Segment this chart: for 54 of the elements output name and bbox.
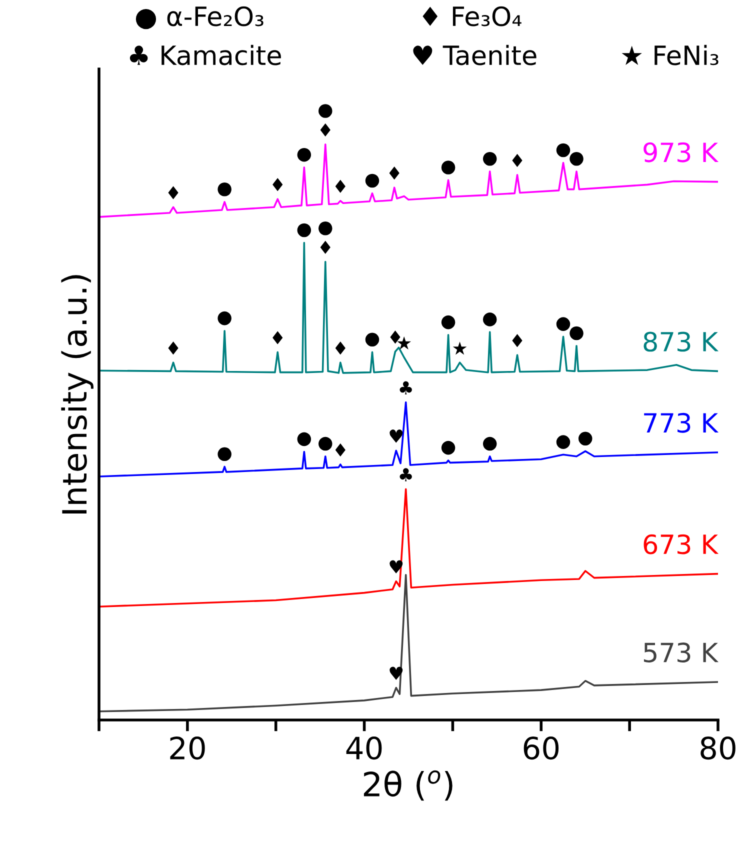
x-tick-label: 20 (170, 736, 205, 760)
x-axis-title: 2θ ($^{o}$) (364, 770, 452, 801)
annotation: ● (578, 432, 592, 446)
annotation: ♦ (320, 240, 330, 254)
annotation: ♦ (512, 154, 522, 167)
annotation: ● (570, 326, 584, 340)
annotation: ♦ (335, 443, 346, 457)
series-label: 573 K (644, 642, 719, 663)
text: ♥ Taenite (413, 44, 536, 66)
y-axis-title: Intensity (a.u.) (61, 275, 94, 514)
annotation: ♦ (168, 186, 178, 200)
annotation: ● (556, 435, 570, 449)
annotation: ● (441, 315, 456, 330)
annotation: ● (297, 432, 312, 446)
x-tick-label: 40 (346, 736, 382, 760)
x-tick-label: 60 (524, 736, 559, 760)
annotation: ● (441, 160, 456, 174)
annotation: ● (297, 148, 312, 162)
annotation: ● (365, 332, 380, 346)
annotation: ● (318, 104, 332, 118)
series-label: 973 K (644, 142, 719, 162)
annotation: ● (441, 440, 456, 455)
annotation: ♦ (335, 341, 346, 355)
annotation: ● (318, 436, 332, 451)
annotation: ★ (452, 342, 467, 355)
annotation: ● (570, 152, 584, 166)
annotation: ♦ (272, 178, 283, 192)
annotation: ● (556, 317, 570, 331)
annotation: ♣ (400, 468, 412, 482)
annotation: ● (556, 143, 570, 158)
annotation: ♦ (320, 123, 330, 136)
annotation: ● (482, 312, 497, 326)
text: ★ FeNi₃ (622, 44, 718, 66)
series-label: 773 K (644, 412, 719, 433)
annotation: ♦ (389, 166, 400, 180)
annotation: ♦ (512, 334, 522, 348)
annotation: ● (218, 447, 232, 462)
text: ♦ Fe₃O₄ (422, 6, 522, 26)
annotation: ● (218, 311, 232, 326)
annotation: ♦ (168, 341, 178, 355)
text: ● α-Fe₂O₃ (136, 6, 264, 30)
annotation: ● (218, 182, 232, 196)
annotation: ● (297, 223, 312, 238)
series-label: 673 K (644, 534, 719, 554)
annotation: ● (482, 152, 497, 166)
text: ♣ Kamacite (130, 44, 281, 66)
annotation: ● (482, 436, 497, 451)
series-label: 873 K (644, 332, 719, 352)
annotation: ♣ (400, 381, 412, 394)
annotation: ♦ (272, 331, 283, 344)
annotation: ● (318, 222, 332, 236)
annotation: ♦ (335, 180, 346, 193)
annotation: ● (365, 174, 380, 188)
x-tick-label: 80 (700, 736, 736, 760)
